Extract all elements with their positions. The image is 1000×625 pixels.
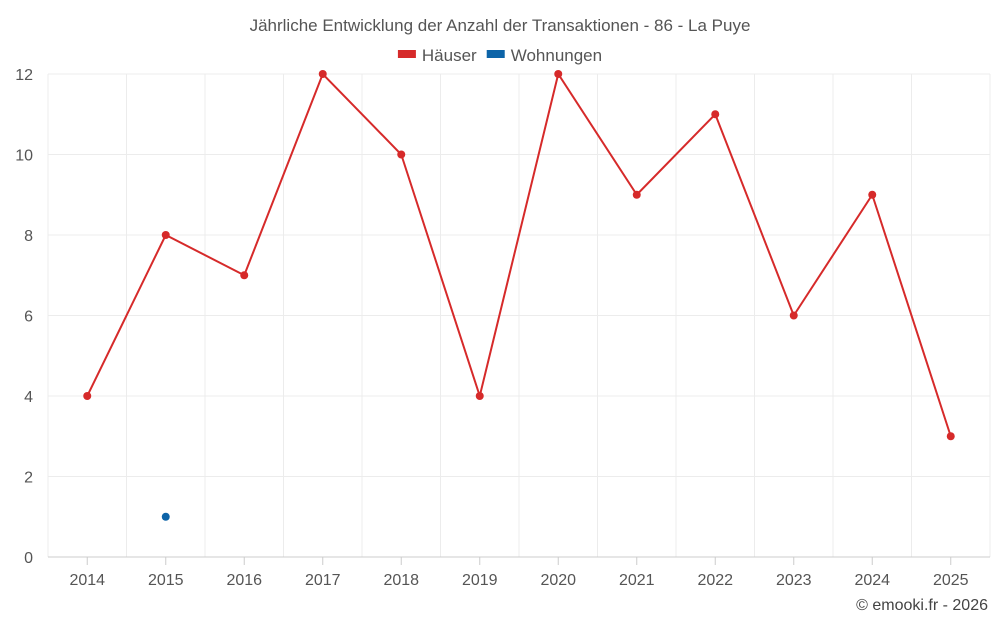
data-point[interactable]: [397, 150, 406, 159]
x-tick-label: 2017: [305, 572, 341, 589]
y-tick-label: 0: [24, 550, 33, 567]
x-tick-label: 2020: [540, 572, 576, 589]
series-group: [83, 70, 955, 521]
legend-label: Häuser: [422, 46, 477, 65]
y-tick-label: 2: [24, 470, 33, 487]
data-point[interactable]: [161, 231, 170, 239]
data-point[interactable]: [240, 271, 249, 280]
grid: [47, 73, 991, 557]
x-axis: 2014 2015 2016 2017 2018 2019 2020 2021 2022 2023…: [48, 556, 990, 589]
x-tick-label: 2023: [776, 572, 812, 589]
data-point[interactable]: [318, 70, 327, 78]
y-tick-label: 12: [15, 67, 33, 84]
x-tick-label: 2015: [148, 572, 184, 589]
x-tick-label: 2014: [69, 572, 105, 589]
y-axis: 0 2 4 6 8 10 12: [15, 67, 33, 567]
y-tick-label: 6: [24, 309, 33, 326]
x-tick-label: 2018: [383, 572, 419, 589]
data-point[interactable]: [868, 190, 877, 199]
legend-swatch: [486, 50, 505, 58]
legend-label: Wohnungen: [511, 46, 602, 65]
chart-title: Jährliche Entwicklung der Anzahl der Tra…: [250, 16, 751, 35]
legend-swatch: [397, 50, 416, 58]
x-tick-label: 2016: [226, 572, 262, 589]
y-tick-label: 10: [15, 148, 33, 165]
data-point[interactable]: [475, 392, 484, 400]
x-tick-label: 2024: [854, 572, 890, 589]
credit-text: © emooki.fr - 2026: [856, 597, 988, 614]
y-tick-label: 8: [24, 228, 33, 245]
data-point[interactable]: [789, 311, 798, 320]
x-tick-label: 2019: [462, 572, 498, 589]
legend: Häuser Wohnungen: [397, 46, 602, 65]
data-point[interactable]: [83, 392, 92, 400]
x-tick-label: 2022: [697, 572, 733, 589]
data-point[interactable]: [946, 432, 955, 441]
legend-item-0[interactable]: Häuser: [397, 46, 477, 65]
y-tick-label: 4: [24, 389, 33, 406]
data-point[interactable]: [554, 70, 563, 78]
data-point[interactable]: [161, 512, 170, 521]
legend-item-1[interactable]: Wohnungen: [486, 46, 602, 65]
data-point[interactable]: [632, 190, 641, 199]
data-point[interactable]: [711, 110, 720, 119]
series-line-0: [86, 71, 952, 437]
x-tick-label: 2025: [933, 572, 969, 589]
x-tick-label: 2021: [619, 572, 655, 589]
